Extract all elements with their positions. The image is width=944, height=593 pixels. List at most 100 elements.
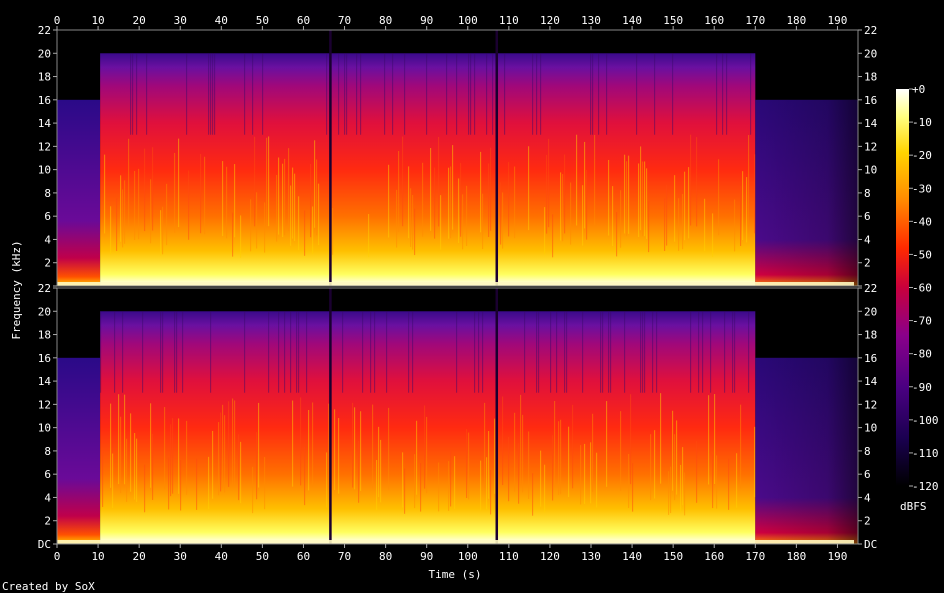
x-tick-label: 90 xyxy=(420,14,433,27)
dropout-line xyxy=(495,30,499,286)
x-tick-label: 30 xyxy=(174,14,187,27)
x-tick-label: 100 xyxy=(458,550,478,563)
y-tick-label: 6 xyxy=(864,468,871,481)
y-tick-label: 14 xyxy=(864,117,878,130)
x-tick-label: 120 xyxy=(540,550,560,563)
colorbar-tick-label: -100 xyxy=(912,414,939,427)
x-tick-label: 150 xyxy=(663,550,683,563)
colorbar-tick-label: -20 xyxy=(912,149,932,162)
colorbar-tick-label: -120 xyxy=(912,480,939,493)
colorbar-tick-label: -80 xyxy=(912,348,932,361)
spectrum-segment-high xyxy=(100,53,756,286)
x-tick-label: 120 xyxy=(540,14,560,27)
x-tick-label: 40 xyxy=(215,550,228,563)
y-tick-label: 20 xyxy=(38,305,51,318)
x-tick-label: 130 xyxy=(581,14,601,27)
y-tick-label: 22 xyxy=(864,24,877,37)
bass-band xyxy=(57,282,854,286)
fade-overlay xyxy=(755,357,858,544)
y-tick-label: 14 xyxy=(864,375,878,388)
y-tick-label: 18 xyxy=(864,71,877,84)
y-tick-label: 2 xyxy=(44,515,51,528)
y-tick-label: 14 xyxy=(38,117,52,130)
spectrum-segment-low xyxy=(57,99,101,287)
x-tick-label: 160 xyxy=(704,550,724,563)
y-tick-label: 8 xyxy=(44,445,51,458)
x-tick-label: 20 xyxy=(133,550,146,563)
colorbar-tick-label: -70 xyxy=(912,315,932,328)
x-tick-label: 50 xyxy=(256,14,269,27)
dropout-line xyxy=(495,288,499,544)
x-tick-label: 140 xyxy=(622,14,642,27)
y-tick-label: 10 xyxy=(864,164,877,177)
y-tick-label: 22 xyxy=(38,282,51,295)
x-tick-label: 60 xyxy=(297,550,310,563)
x-tick-label: 60 xyxy=(297,14,310,27)
x-axis-label: Time (s) xyxy=(429,568,482,581)
colorbar-tick-label: -50 xyxy=(912,248,932,261)
x-tick-label: 70 xyxy=(338,14,351,27)
panel-frame xyxy=(56,287,859,545)
y-tick-label: 20 xyxy=(864,305,877,318)
channel-2-panel xyxy=(56,287,859,545)
colorbar-tick-label: -60 xyxy=(912,282,932,295)
colorbar-tick-label: -90 xyxy=(912,381,932,394)
y-tick-label: 16 xyxy=(864,352,877,365)
x-tick-label: 180 xyxy=(786,550,806,563)
x-tick-label: 0 xyxy=(54,550,61,563)
x-tick-label: 0 xyxy=(54,14,61,27)
x-tick-label: 110 xyxy=(499,550,519,563)
spectrum-segment-low xyxy=(57,357,101,544)
colorbar xyxy=(896,89,909,486)
colorbar-tick-label: -10 xyxy=(912,116,932,129)
bass-band xyxy=(57,540,854,544)
channel-1-panel xyxy=(56,29,859,287)
y-tick-label: 4 xyxy=(864,233,871,246)
x-tick-label: 20 xyxy=(133,14,146,27)
x-tick-label: 160 xyxy=(704,14,724,27)
y-tick-label: 16 xyxy=(864,94,877,107)
y-tick-label: 22 xyxy=(864,282,877,295)
y-tick-label: 16 xyxy=(38,94,51,107)
y-tick-label: 6 xyxy=(44,210,51,223)
x-tick-label: 130 xyxy=(581,550,601,563)
x-tick-label: 140 xyxy=(622,550,642,563)
y-axis-label: Frequency (kHz) xyxy=(10,240,23,339)
x-tick-label: 30 xyxy=(174,550,187,563)
y-tick-label: 8 xyxy=(44,187,51,200)
spectrum-segment-high xyxy=(100,311,756,544)
x-tick-label: 10 xyxy=(91,14,104,27)
y-tick-label: 6 xyxy=(864,210,871,223)
spectral-streaks xyxy=(104,53,756,258)
y-tick-label: 2 xyxy=(864,257,871,270)
y-tick-label: 4 xyxy=(864,491,871,504)
y-tick-label: 6 xyxy=(44,468,51,481)
y-tick-label: 20 xyxy=(864,47,877,60)
y-tick-label: 18 xyxy=(38,329,51,342)
x-tick-label: 80 xyxy=(379,550,392,563)
y-tick-label: 10 xyxy=(864,422,877,435)
spectral-streaks xyxy=(100,311,756,516)
y-tick-label: 4 xyxy=(44,233,51,246)
y-tick-label: 12 xyxy=(38,398,51,411)
y-tick-label: 20 xyxy=(38,47,51,60)
x-tick-label: 180 xyxy=(786,14,806,27)
x-tick-label: 50 xyxy=(256,550,269,563)
y-tick-label: 2 xyxy=(44,257,51,270)
x-tick-label: 70 xyxy=(338,550,351,563)
y-tick-label: DC xyxy=(38,538,51,551)
y-tick-label: 18 xyxy=(864,329,877,342)
y-tick-label: 12 xyxy=(864,398,877,411)
y-tick-label: 16 xyxy=(38,352,51,365)
x-tick-label: 170 xyxy=(745,550,765,563)
y-tick-label: 14 xyxy=(38,375,52,388)
y-tick-label: 22 xyxy=(38,24,51,37)
y-tick-label: 12 xyxy=(864,140,877,153)
y-tick-label: 10 xyxy=(38,422,51,435)
y-tick-label: 12 xyxy=(38,140,51,153)
y-tick-label: 8 xyxy=(864,187,871,200)
x-tick-label: 150 xyxy=(663,14,683,27)
x-tick-label: 110 xyxy=(499,14,519,27)
x-tick-label: 90 xyxy=(420,550,433,563)
